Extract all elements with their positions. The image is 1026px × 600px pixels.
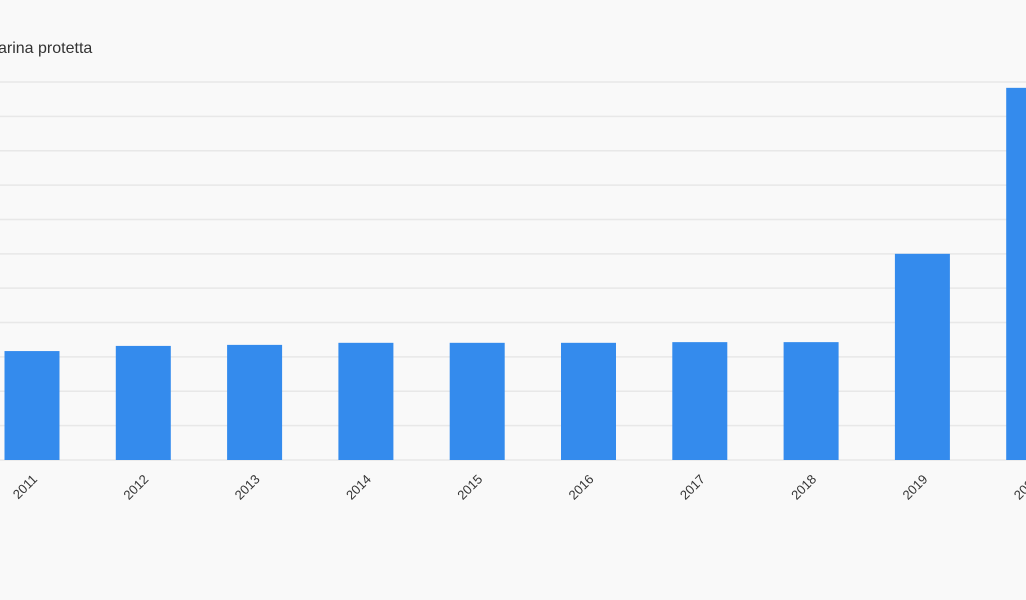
bar (1006, 87, 1026, 460)
bar (227, 344, 283, 460)
x-tick-label: 2013 (232, 472, 263, 503)
bar (449, 342, 505, 460)
chart-title: arina protetta (0, 40, 92, 57)
x-tick-label: 2018 (788, 472, 819, 503)
x-tick-label: 2011 (10, 472, 40, 502)
bar (783, 342, 839, 460)
bar (672, 342, 728, 460)
x-tick-label: 2015 (454, 472, 485, 503)
x-tick-label: 2019 (899, 472, 930, 503)
x-tick-label: 2017 (677, 472, 708, 503)
bar (894, 253, 950, 460)
x-tick-label: 2014 (343, 472, 374, 503)
bar (561, 342, 616, 460)
x-tick-label: 2012 (120, 472, 151, 503)
bar (115, 345, 171, 460)
bar (4, 351, 60, 460)
x-tick-label: 2016 (566, 472, 597, 503)
bar (338, 342, 394, 460)
x-tick-label: 2020 (1011, 472, 1026, 503)
